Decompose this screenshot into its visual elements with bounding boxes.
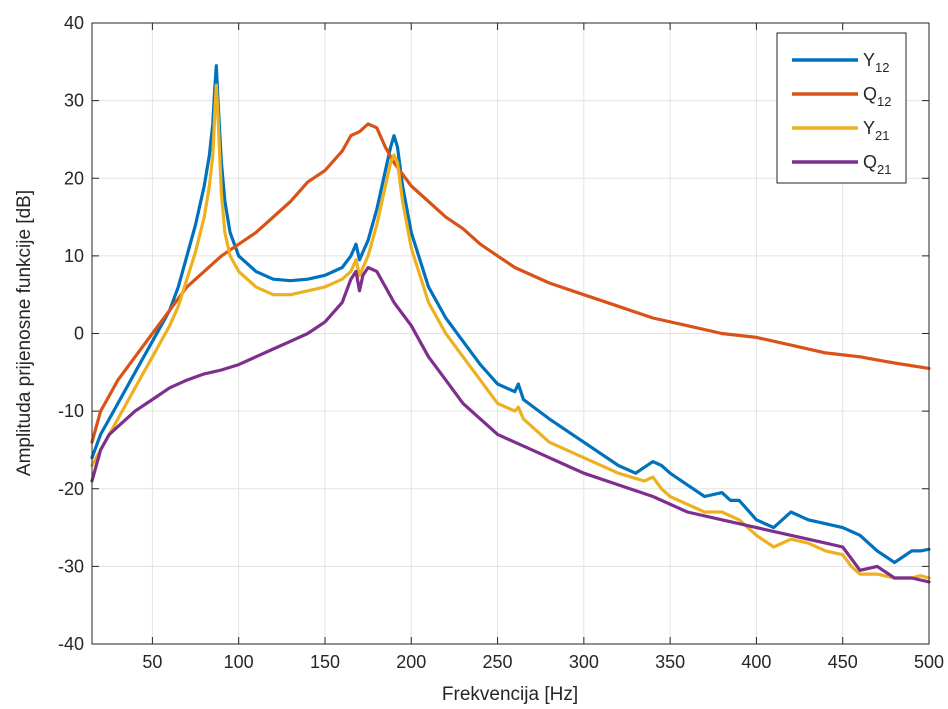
x-tick-label: 500 xyxy=(914,652,944,672)
y-tick-label: 40 xyxy=(64,13,84,33)
x-tick-label: 200 xyxy=(396,652,426,672)
legend-entry-subscript: 21 xyxy=(875,128,889,143)
x-tick-label: 100 xyxy=(224,652,254,672)
legend-entry-name: Y xyxy=(863,118,875,138)
legend-entry-label: Y21 xyxy=(863,118,889,143)
legend-entry-label: Q21 xyxy=(863,152,891,177)
y-axis-label: Amplituda prijenosne funkcije [dB] xyxy=(14,190,35,476)
legend-entry-label: Y12 xyxy=(863,50,889,75)
series-line-y21 xyxy=(90,83,931,580)
y-tick-label: 0 xyxy=(74,324,84,344)
y-tick-label: -10 xyxy=(58,401,84,421)
x-tick-label: 350 xyxy=(655,652,685,672)
series-line-q21 xyxy=(90,265,931,584)
y-tick-label: 30 xyxy=(64,91,84,111)
x-axis-label: Frekvencija [Hz] xyxy=(442,684,578,705)
x-tick-label: 300 xyxy=(569,652,599,672)
legend-entry-name: Q xyxy=(863,152,877,172)
y-tick-label: -30 xyxy=(58,556,84,576)
series-lines xyxy=(90,64,931,584)
legend-entry-name: Y xyxy=(863,50,875,70)
x-tick-label: 50 xyxy=(142,652,162,672)
axis-ticks: 50 100 150 200 250 300 350 400 450 500-40-30-20-1… xyxy=(58,13,944,672)
x-tick-label: 150 xyxy=(310,652,340,672)
series-line-y12 xyxy=(90,64,931,565)
legend-entry-subscript: 12 xyxy=(877,94,891,109)
y-tick-label: -40 xyxy=(58,634,84,654)
x-tick-label: 250 xyxy=(483,652,513,672)
legend-entry-name: Q xyxy=(863,84,877,104)
legend-entry-subscript: 21 xyxy=(877,162,891,177)
legend-entry-subscript: 12 xyxy=(875,60,889,75)
y-tick-label: 10 xyxy=(64,246,84,266)
y-tick-label: -20 xyxy=(58,479,84,499)
y-tick-label: 20 xyxy=(64,168,84,188)
legend-box xyxy=(776,32,907,184)
legend-entry-label: Q12 xyxy=(863,84,891,109)
x-tick-label: 400 xyxy=(741,652,771,672)
x-tick-label: 450 xyxy=(828,652,858,672)
